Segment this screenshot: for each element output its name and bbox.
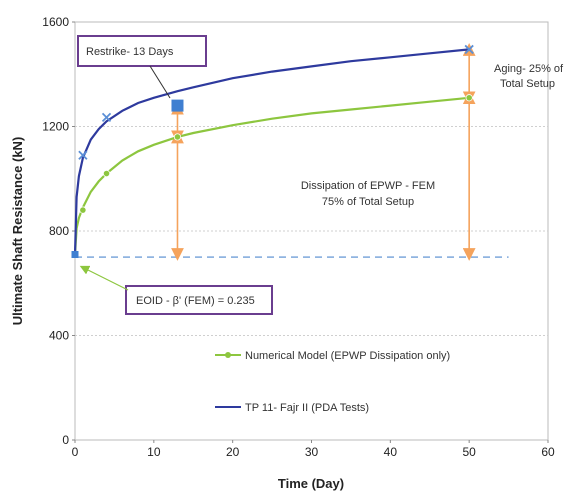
aging-annotation-line1: Aging- 25% of [494, 63, 564, 75]
x-tick-10: 10 [147, 445, 161, 459]
dissipation-annotation-line2: 75% of Total Setup [322, 196, 414, 208]
pda-point-1 [71, 251, 79, 259]
numerical-point-3 [102, 169, 111, 178]
pda-point-3 [101, 112, 112, 122]
dissipation-annotation-line1: Dissipation of EPWP - FEM [301, 180, 435, 192]
restrike-annotation: Restrike- 13 Days [86, 46, 174, 58]
restrike-pointer [149, 65, 171, 99]
gridlines [75, 126, 548, 336]
legend-label-numerical: Numerical Model (EPWP Dissipation only) [245, 350, 450, 362]
y-tick-800: 800 [49, 224, 69, 238]
x-tick-50: 50 [462, 445, 476, 459]
pda-point-2 [78, 150, 88, 160]
x-tick-0: 0 [72, 445, 79, 459]
numerical-point-5 [465, 94, 473, 102]
y-tick-1600: 1600 [42, 15, 69, 29]
x-axis-title: Time (Day) [278, 476, 344, 491]
legend-marker-numerical [225, 352, 231, 358]
eoid-annotation-box [125, 285, 273, 315]
eoid-pointer [79, 265, 129, 291]
restrike-annotation-box [77, 35, 207, 67]
x-tick-40: 40 [384, 445, 398, 459]
pda-point-stroke-b [101, 112, 112, 122]
data-points [71, 44, 474, 259]
y-tick-0: 0 [62, 433, 69, 447]
x-tick-20: 20 [226, 445, 240, 459]
pda-point-stroke-b [464, 44, 474, 55]
series-line-2 [73, 48, 470, 255]
pda-point-stroke-b [78, 150, 88, 160]
legend-label-pda: TP 11- Fajr II (PDA Tests) [245, 402, 369, 414]
x-tick-60: 60 [541, 445, 555, 459]
aging-annotation-line2: Total Setup [500, 78, 555, 90]
y-axis-title: Ultimate Shaft Resistance (kN) [10, 137, 25, 326]
y-tick-1200: 1200 [42, 120, 69, 134]
eoid-annotation: EOID - β' (FEM) = 0.235 [136, 295, 255, 307]
legend: Numerical Model (EPWP Dissipation only) … [215, 350, 450, 414]
x-tick-30: 30 [305, 445, 319, 459]
pda-point-5 [464, 44, 474, 55]
x-tick-labels: 0 10 20 30 40 50 60 [72, 440, 555, 459]
y-tick-labels: 0 400 800 1200 1600 [42, 15, 75, 447]
numerical-point-4 [173, 133, 182, 141]
numerical-point-2 [79, 206, 87, 214]
setup-arrows [171, 43, 476, 261]
pda-point-4 [171, 99, 184, 112]
y-tick-400: 400 [49, 329, 69, 343]
